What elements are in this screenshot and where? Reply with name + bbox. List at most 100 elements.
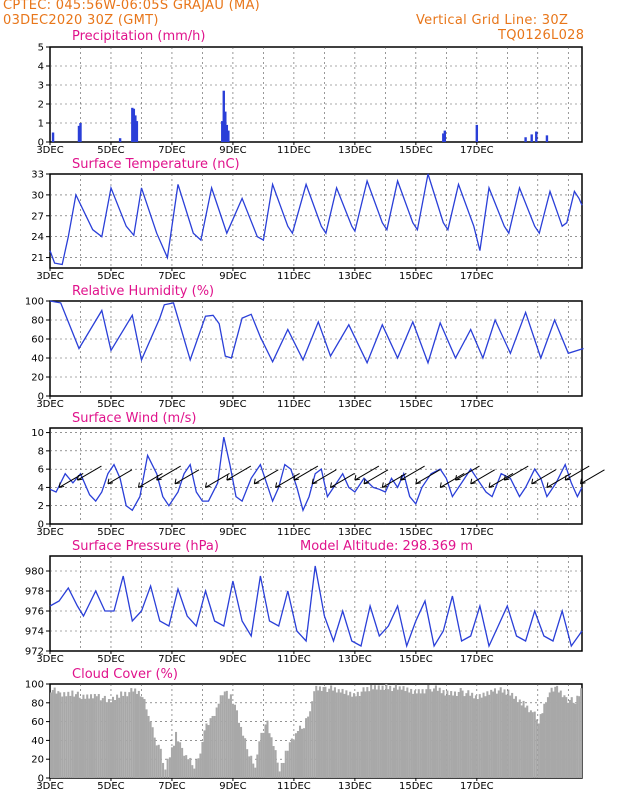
cloud-cover-bar bbox=[440, 693, 443, 778]
cloud-cover-bar bbox=[364, 691, 367, 778]
wind-vector-arrowhead bbox=[329, 482, 336, 488]
cloud-cover-bar bbox=[181, 747, 184, 778]
cloud-cover-bar bbox=[292, 740, 295, 778]
x-tick-label: 7DEC bbox=[158, 781, 185, 792]
cloud-cover-bar bbox=[69, 695, 72, 778]
precip-bar bbox=[118, 138, 122, 142]
panel-frame bbox=[49, 300, 583, 397]
cloud-cover-bar bbox=[423, 693, 426, 778]
x-tick-label: 15DEC bbox=[399, 654, 433, 665]
precip-bar bbox=[222, 90, 225, 142]
cloud-cover-bar bbox=[429, 689, 432, 778]
cloud-cover-bar bbox=[486, 691, 489, 778]
y-tick-label: 20 bbox=[31, 755, 44, 766]
cloud-cover-bar bbox=[276, 762, 279, 778]
cloud-cover-bar bbox=[53, 687, 56, 778]
cloud-cover-bar bbox=[207, 725, 210, 778]
cloud-cover-bar bbox=[118, 697, 121, 778]
cloud-cover-bar bbox=[337, 689, 340, 778]
cloud-cover-bar bbox=[258, 741, 261, 778]
cloud-cover-bar bbox=[67, 691, 70, 778]
wind-vector-arrowhead bbox=[76, 475, 83, 481]
header-station-info: CPTEC: 045:56W-06:05S GRAJAU (MA) bbox=[3, 0, 261, 13]
x-tick-label: 11DEC bbox=[277, 271, 311, 282]
cloud-cover-bar bbox=[135, 693, 139, 778]
cloud-cover-bar bbox=[238, 722, 241, 778]
cloud-cover-bar bbox=[370, 684, 373, 778]
wind-vector-arrow bbox=[330, 472, 355, 488]
cloud-cover-bar bbox=[452, 695, 455, 778]
cloud-cover-bar bbox=[101, 698, 104, 778]
wind-vector-arrowhead bbox=[488, 482, 495, 488]
cloud-cover-bar bbox=[567, 702, 570, 778]
cloud-cover-bar bbox=[61, 696, 64, 778]
cloud-cover-bar bbox=[513, 698, 516, 778]
cloud-cover-bar bbox=[183, 755, 186, 778]
cloud-cover-bar bbox=[50, 692, 53, 778]
cloud-cover-bar bbox=[332, 690, 335, 778]
wind-vector-arrowhead bbox=[204, 482, 211, 488]
cloud-cover-bar bbox=[290, 738, 293, 778]
cloud-cover-bar bbox=[550, 687, 553, 778]
cloud-cover-bar bbox=[128, 692, 131, 778]
cloud-cover-bar bbox=[93, 693, 96, 778]
cloud-cover-bar bbox=[490, 689, 493, 778]
cloud-cover-bar bbox=[392, 687, 396, 778]
wind-vector-arrowhead bbox=[564, 475, 571, 481]
y-tick-label: 40 bbox=[31, 736, 44, 747]
cloud-cover-bar bbox=[389, 685, 392, 778]
cloud-cover-bar bbox=[284, 750, 287, 778]
cloud-cover-bar bbox=[103, 695, 106, 778]
y-tick-label: 33 bbox=[31, 170, 44, 181]
cloud-cover-bar bbox=[484, 696, 487, 778]
cloud-cover-bar bbox=[65, 696, 68, 778]
cloud-cover-bar bbox=[455, 695, 458, 778]
cloud-cover-bar bbox=[124, 691, 127, 778]
cloud-cover-bar bbox=[95, 696, 98, 778]
wind-vector-arrowhead bbox=[174, 478, 181, 485]
x-tick-label: 3DEC bbox=[36, 654, 63, 665]
wind-vector-arrow bbox=[293, 465, 319, 481]
cloud-cover-bar bbox=[227, 698, 230, 778]
cloud-cover-bar bbox=[317, 690, 320, 778]
wind-vector-arrow bbox=[107, 469, 133, 485]
wind-vector-arrow bbox=[138, 472, 163, 488]
cloud-cover-bar bbox=[391, 691, 394, 778]
panel-frame bbox=[49, 555, 583, 652]
x-tick-label: 3DEC bbox=[36, 145, 63, 156]
cloud-cover-bar bbox=[497, 690, 500, 778]
cloud-cover-bar bbox=[518, 699, 521, 778]
y-tick-label: 100 bbox=[25, 297, 44, 308]
cloud-cover-bar bbox=[505, 694, 508, 778]
cloud-cover-bar bbox=[546, 697, 549, 778]
precip-bar bbox=[224, 111, 227, 142]
cloud-cover-bar bbox=[55, 693, 58, 778]
x-tick-label: 15DEC bbox=[399, 145, 433, 156]
wind-vector-arrowhead bbox=[253, 478, 260, 485]
cloud-cover-bar bbox=[446, 690, 449, 778]
cloud-cover-bar bbox=[453, 691, 457, 778]
x-tick-label: 3DEC bbox=[36, 527, 63, 538]
x-tick-label: 17DEC bbox=[460, 145, 494, 156]
cloud-cover-bar bbox=[229, 694, 232, 778]
cloud-cover-bar bbox=[114, 699, 117, 778]
cloud-cover-bar bbox=[57, 691, 60, 778]
y-tick-label: 80 bbox=[31, 316, 44, 327]
cloud-cover-bar bbox=[417, 689, 420, 778]
cloud-cover-bar bbox=[252, 763, 255, 778]
cloud-cover-bar bbox=[570, 697, 573, 778]
wind-vector-arrow bbox=[311, 469, 337, 485]
cloud-cover-bar bbox=[59, 692, 62, 778]
cloud-cover-bar bbox=[578, 696, 581, 778]
cloud-cover-bar bbox=[294, 733, 297, 778]
wind-vector-arrowhead bbox=[275, 482, 281, 488]
cloud-cover-bar bbox=[76, 691, 79, 778]
cloud-cover-bar bbox=[539, 714, 542, 778]
y-tick-label: 100 bbox=[25, 680, 44, 691]
y-tick-label: 1 bbox=[38, 119, 44, 130]
cloud-cover-bar bbox=[501, 692, 504, 778]
x-tick-label: 7DEC bbox=[158, 145, 185, 156]
x-tick-label: 9DEC bbox=[219, 527, 246, 538]
x-tick-label: 15DEC bbox=[399, 527, 433, 538]
cloud-cover-bar bbox=[576, 695, 579, 778]
